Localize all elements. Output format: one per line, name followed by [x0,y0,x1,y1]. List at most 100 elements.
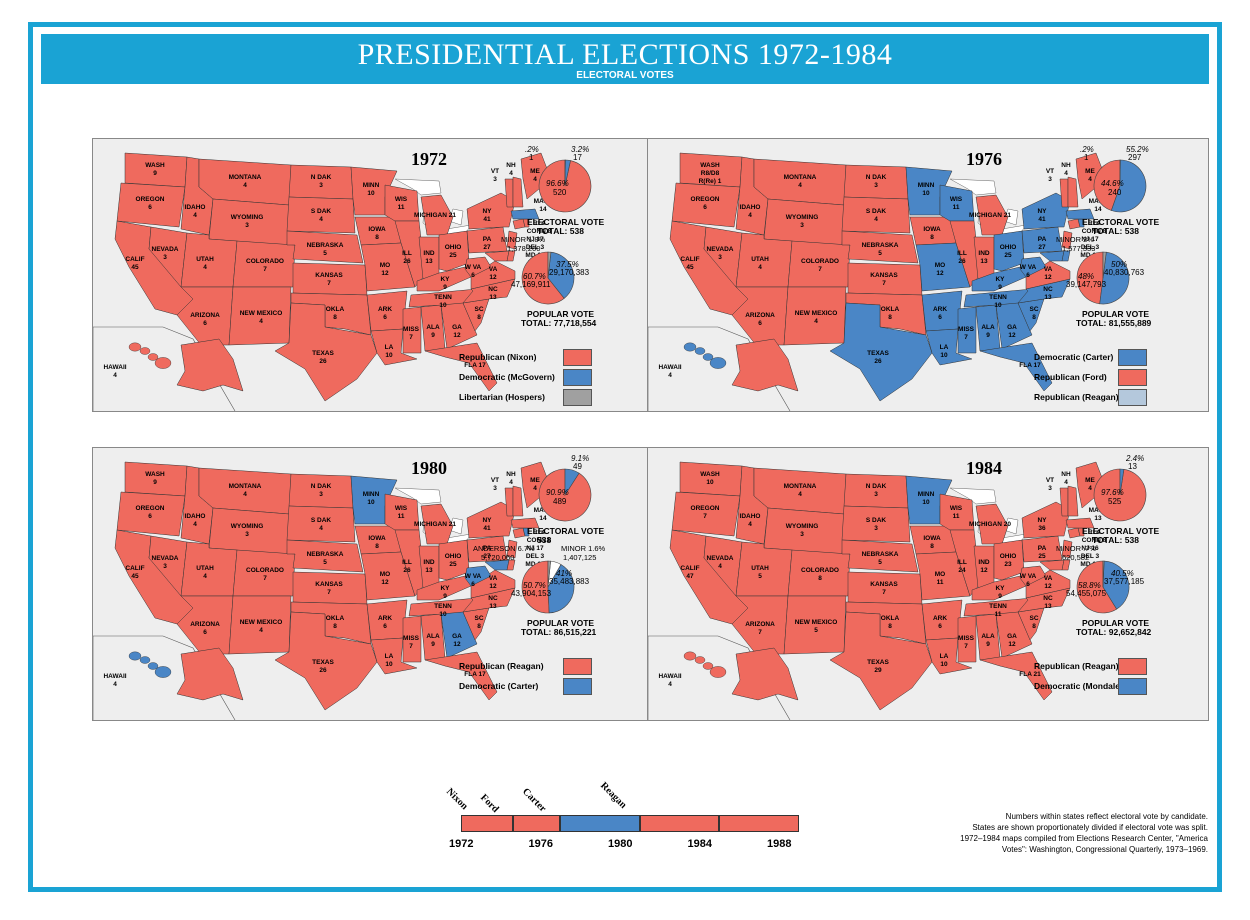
electoral-vote-title: ELECTORAL VOTE [527,526,605,536]
popular-minor-votes: 1,378,260 [507,244,541,253]
state-label-mo: MO 12 [380,262,390,277]
state-ne [841,539,919,573]
popular-minor-label: MINOR 1.8% [501,235,546,244]
state-mi [420,503,454,545]
state-de [506,559,516,571]
state-label-il: ILL 26 [402,559,412,574]
state-label-hi: HAWAII 4 [658,364,681,379]
election-panel-1972: WASH 9 OREGON 6 CALIF 45 IDAHO 4 NEVADA 3 MONTANA 4… [92,138,654,412]
state-ne [286,539,364,573]
state-label-tn: TENN 10 [989,294,1007,309]
state-label-ca: CALIF 45 [680,256,699,271]
popular-vote-pie [521,560,575,614]
state-label-ri: RI 4 [533,529,545,536]
electoral-main-pct: 90.9% [546,488,569,497]
state-label-ar: ARK 6 [933,306,947,321]
state-label-al: ALA 9 [981,633,995,648]
popular-second-pct: 50% [1111,260,1128,269]
state-label-nh: NH 4 [506,162,516,177]
legend-swatch [563,389,592,406]
state-label-ut: UTAH 4 [751,256,769,271]
state-label-la: LA 10 [940,653,949,668]
state-label-nj: NJ 17 [1081,236,1099,243]
election-year: 1976 [966,149,1002,169]
legend-swatch [563,369,592,386]
state-label-mi: MICHIGAN 21 [969,212,1011,219]
legend-label: Democratic (Carter) [1034,352,1114,362]
state-label-va: VA 12 [489,266,498,281]
state-label-oh: OHIO 25 [1000,244,1017,259]
state-hi-island [694,347,706,355]
state-ny [1021,501,1071,539]
state-label-il: ILL 24 [957,559,967,574]
state-label-ok: OKLA 8 [881,306,900,321]
state-label-fl: FLA 17 [464,671,486,678]
state-label-ne: NEBRASKA 5 [307,551,344,566]
state-label-nm: NEW MEXICO 5 [795,619,838,634]
legend-label: Democratic (Mondale) [1034,681,1123,691]
state-label-pa: PA 27 [1038,236,1047,251]
electoral-second-pct: 2.4% [1126,454,1145,463]
state-ne [841,230,919,264]
us-electoral-map: WASH 10 OREGON 7 CALIF 47 IDAHO 4 NEVADA 4 MONTANA… [648,461,1108,720]
state-label-hi: HAWAII 4 [658,673,681,688]
footnote-line: 1972–1984 maps compiled from Elections R… [960,834,1208,843]
page-subtitle: ELECTORAL VOTES [576,70,674,81]
popular-vote-title: POPULAR VOTE [1082,309,1150,319]
state-label-nc: NC 13 [488,286,498,301]
state-md [484,250,510,262]
state-label-de: DEL 3 [526,244,545,251]
state-wv [1019,256,1047,278]
state-label-or: OREGON 6 [136,196,165,211]
state-tx [829,611,933,711]
state-or [116,491,186,537]
state-label-co: COLORADO 7 [801,258,839,273]
timeline-segment [512,815,561,832]
state-ms [402,306,422,354]
state-label-ia: IOWA 8 [368,226,386,241]
state-label-nv: NEVADA 4 [707,555,734,570]
state-label-vt: VT 3 [491,477,499,492]
state-label-fl: FLA 17 [1019,362,1041,369]
state-label-tn: TENN 11 [989,603,1007,618]
state-label-nv: NEVADA 3 [707,246,734,261]
state-label-ky: KY 9 [995,276,1005,291]
electoral-second-pct: 9.1% [571,454,590,463]
state-oh [438,230,470,272]
timeline-year: 1972 [449,838,474,850]
state-label-nc: NC 13 [1043,595,1053,610]
popular-vote-total: TOTAL: 92,652,842 [1076,627,1152,637]
state-label-pa: PA 27 [483,545,492,560]
state-label-wy: WYOMING 3 [786,214,819,229]
state-label-in: IND 13 [423,559,435,574]
state-label-ct: CONN 8 [1082,228,1107,235]
state-label-wa: WASH 9 [145,471,165,486]
state-label-ma: MASS 13 [1089,507,1108,522]
state-label-nv: NEVADA 3 [152,246,179,261]
state-label-or: OREGON 6 [136,505,165,520]
state-label-oh: OHIO 23 [1000,553,1017,568]
popular-second-pct: 37.5% [556,260,579,269]
popular-vote-title: POPULAR VOTE [527,309,595,319]
state-ny [466,192,516,230]
state-label-ut: UTAH 4 [196,565,214,580]
legend-swatch [1118,349,1147,366]
state-ma [1065,517,1095,529]
state-label-ne: NEBRASKA 5 [307,242,344,257]
state-label-nd: N DAK 3 [866,174,887,189]
state-label-id: IDAHO 4 [740,204,761,219]
popular-minor-label: MINOR 1.6% [561,544,606,553]
state-tx [274,302,378,402]
state-ny [1021,192,1071,230]
state-label-ga: GA 12 [1007,633,1017,648]
presidency-timeline [461,815,799,832]
state-label-wi: WIS 11 [395,196,408,211]
state-label-ar: ARK 6 [378,615,392,630]
state-label-va: VA 12 [1044,266,1053,281]
state-label-de: DEL 3 [1081,553,1100,560]
electoral-main-votes: 489 [553,497,567,506]
state-label-wy: WYOMING 3 [231,523,264,538]
state-label-co: COLORADO 7 [246,258,284,273]
state-wv [1019,565,1047,587]
state-label-wa: WASH 10 [700,471,720,486]
